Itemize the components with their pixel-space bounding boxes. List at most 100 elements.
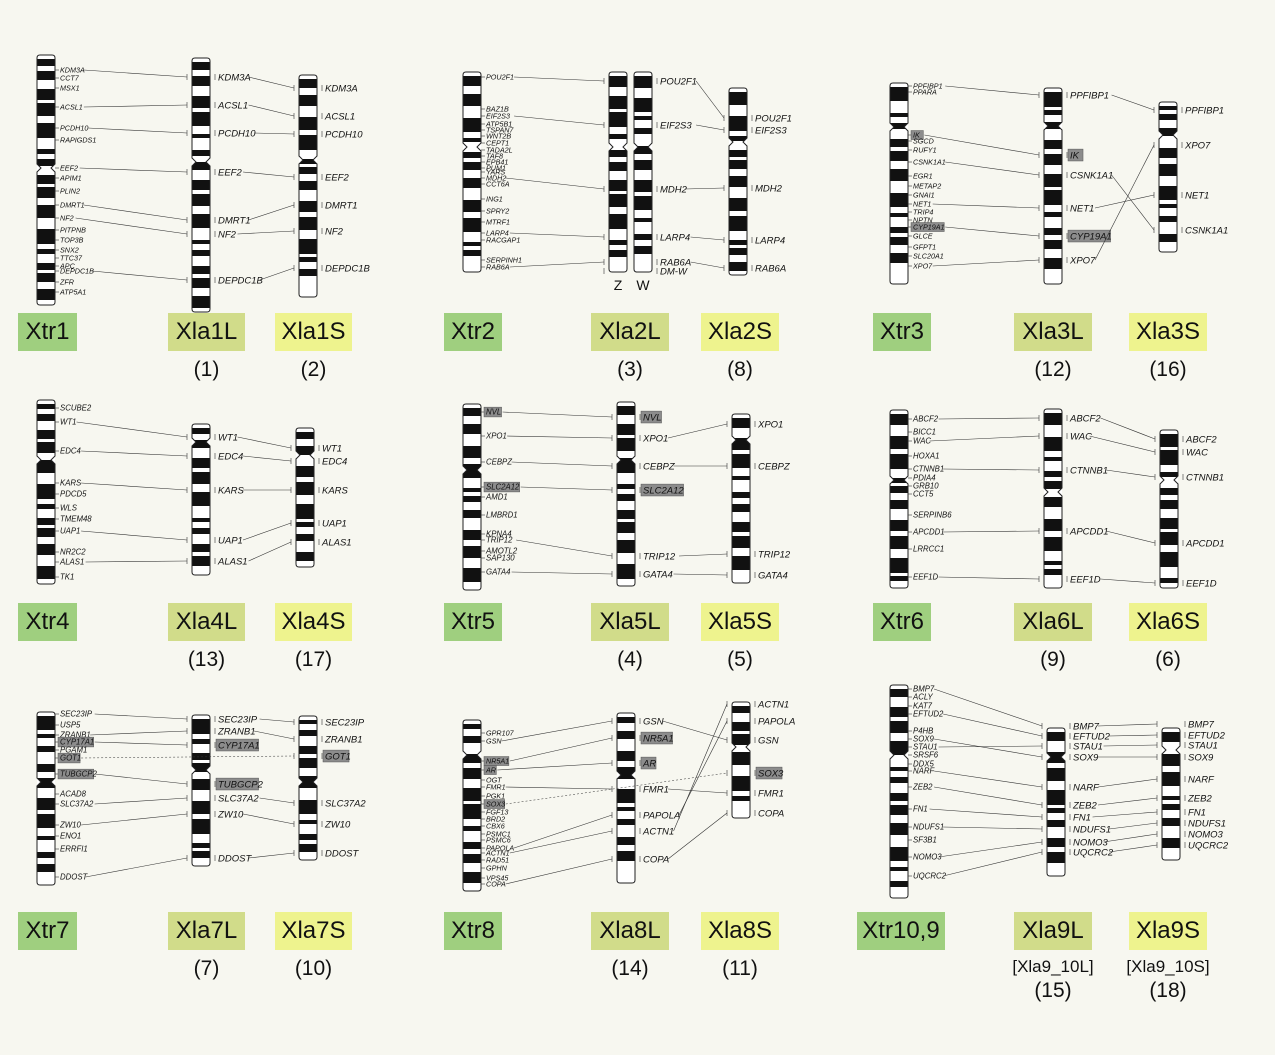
chromosome-number-xla6l: (9) xyxy=(1040,648,1066,671)
alias-label-xla9s: [Xla9_10S] xyxy=(1126,957,1210,976)
chromosome-8 xyxy=(616,712,636,884)
gene-yars-xtr2: YARS xyxy=(486,168,505,177)
gene-eif2s3-xtr2: EIF2S3 xyxy=(486,112,510,121)
gene-cct7-xtr1: CCT7 xyxy=(60,74,80,83)
gene-trip12-xla5s: TRIP12 xyxy=(758,549,791,560)
gene-sgcd-xtr3: SGCD xyxy=(913,137,934,146)
gene-baz1b-xtr2: BAZ1B xyxy=(486,105,509,114)
gene-ctnnb1-xla6s: CTNNB1 xyxy=(1186,472,1224,483)
gene-slc37a2-xla7s: SLC37A2 xyxy=(325,798,366,809)
gene-nf2-xla1l: NF2 xyxy=(218,229,237,240)
gene-ppfibp1-xla3s: PPFIBP1 xyxy=(1185,105,1224,116)
gene-copa-xla8l: COPA xyxy=(643,854,669,865)
gene-xpo1-xla5l: XPO1 xyxy=(642,433,668,444)
chromosome-number-xla5s: (5) xyxy=(727,648,753,671)
gene-psmc6-xtr8: PSMC6 xyxy=(486,836,511,845)
gene-lrrcc1-xtr6: LRRCC1 xyxy=(913,545,944,554)
gene-bicc1-xtr6: BICC1 xyxy=(913,428,936,437)
gene-sf3b1-xtr10-9: SF3B1 xyxy=(913,836,937,845)
gene-wac-xla6l: WAC xyxy=(1070,431,1092,442)
gene-csnk1a1-xla3s: CSNK1A1 xyxy=(1185,225,1228,236)
chromosome-label-xla4l: Xla4L xyxy=(168,603,245,641)
gene-zeb2-xtr10-9: ZEB2 xyxy=(912,783,933,792)
gene-eef2-xla1l: EEF2 xyxy=(218,167,242,178)
gene-ddost-xla7l: DDOST xyxy=(218,853,252,864)
gene-tubgcp2-xla7l: TUBGCP2 xyxy=(218,779,264,790)
gene-acly-xtr10-9: ACLY xyxy=(912,693,933,702)
gene-pdia4-xtr6: PDIA4 xyxy=(913,474,936,483)
gene-ndufs1-xtr10-9: NDUFS1 xyxy=(913,823,944,832)
gene-taf8-xtr2: TAF8 xyxy=(486,152,503,161)
gene-rab6a-xla2l: RAB6A xyxy=(660,257,691,268)
chromosome-label-xla6l: Xla6L xyxy=(1014,603,1092,641)
gene-hoxa1-xtr6: HOXA1 xyxy=(913,452,939,461)
gene-depdc1b-xla1l: DEPDC1B xyxy=(218,275,264,286)
gene-kpna4-xtr5: KPNA4 xyxy=(486,530,512,539)
gene-fn1-xla9s: FN1 xyxy=(1188,807,1206,818)
gene-wt1-xla4l: WT1 xyxy=(218,432,238,443)
gene-edc4-xla4s: EDC4 xyxy=(322,456,347,467)
gene-acsl1-xtr1: ACSL1 xyxy=(59,103,83,112)
gene-alas1-xla4s: ALAS1 xyxy=(321,537,352,548)
gene-wt1-xla4s: WT1 xyxy=(322,443,342,454)
chromosome-number-xla2s: (8) xyxy=(727,358,753,381)
gene-edc4-xtr4: EDC4 xyxy=(60,447,81,456)
chromosome-7 xyxy=(191,714,211,867)
chromosome-number-xla1s: (2) xyxy=(300,358,327,381)
gene-cct6a-xtr2: CCT6A xyxy=(486,180,510,189)
gene-kdm3a-xtr1: KDM3A xyxy=(60,66,85,75)
gene-apim1-xtr1: APIM1 xyxy=(59,174,82,183)
chromosome-number-xla4s: (17) xyxy=(294,648,333,671)
gene-zw10-xla7s: ZW10 xyxy=(324,819,351,830)
gene-narf-xla9l: NARF xyxy=(1073,782,1100,793)
chromosome-4 xyxy=(36,399,56,585)
gene-usp5-xtr7: USP5 xyxy=(60,721,81,730)
gene-uap1-xla4l: UAP1 xyxy=(218,535,243,546)
chromosome-label-xtr3: Xtr3 xyxy=(873,313,931,351)
gene-dmrt1-xtr1: DMRT1 xyxy=(60,201,85,210)
gene-ddx5-xtr10-9: DDX5 xyxy=(913,760,934,769)
gene-cept1-xtr2: CEPT1 xyxy=(486,139,509,148)
chromosome-label-xla1l: Xla1L xyxy=(168,313,245,351)
gene-abcf2-xtr6: ABCF2 xyxy=(912,415,939,424)
gene-cct5-xtr6: CCT5 xyxy=(913,490,934,499)
chromosome-label-xla9s: Xla9S xyxy=(1129,912,1207,950)
gene-kars-xla4l: KARS xyxy=(218,485,245,496)
gene-fn1-xtr10-9: FN1 xyxy=(913,805,928,814)
gene-tspan7-xtr2: TSPAN7 xyxy=(486,126,514,135)
chromosome-number-xla5l: (4) xyxy=(617,648,643,671)
gene-lmbrd1-xtr5: LMBRD1 xyxy=(486,511,518,520)
chromosome-5 xyxy=(462,403,482,591)
gene-cebpz-xtr5: CEBPZ xyxy=(486,458,512,467)
gene-gfpt1-xtr3: GFPT1 xyxy=(913,243,936,252)
chromosome-2 xyxy=(608,71,628,273)
gene-eef1d-xtr6: EEF1D xyxy=(913,573,938,582)
gene-vps45-xtr8: VPS45 xyxy=(486,874,509,883)
gene-kdm3a-xla1s: KDM3A xyxy=(325,83,358,94)
chromosome-5 xyxy=(731,413,751,584)
chromosome-label-xla5s: Xla5S xyxy=(701,603,779,641)
gene-gsn-xtr8: GSN xyxy=(486,737,502,746)
gene-ddost-xtr7: DDOST xyxy=(60,873,89,882)
gene-copa-xtr8: COPA xyxy=(486,880,506,889)
gene-actn1-xla8s: ACTN1 xyxy=(757,699,789,710)
gene-srsf6-xtr10-9: SRSF6 xyxy=(913,751,939,760)
gene-gphn-xtr8: GPHN xyxy=(486,864,508,873)
gene-zeb2-xla9s: ZEB2 xyxy=(1187,793,1212,804)
gene-zw10-xtr7: ZW10 xyxy=(59,821,81,830)
gene-pcdh10-xla1l: PCDH10 xyxy=(218,128,256,139)
gene-ik-xla3l: IK xyxy=(1070,150,1080,161)
gene-xpo1-xla5s: XPO1 xyxy=(757,419,783,430)
gene-amd1-xtr5: AMD1 xyxy=(485,493,508,502)
gene-plin2-xtr1: PLIN2 xyxy=(60,187,80,196)
chromosome-number-xla7s: (10) xyxy=(294,957,333,980)
gene-zranb1-xla7l: ZRANB1 xyxy=(217,726,255,737)
gene-pou2f1-xla2s: POU2F1 xyxy=(755,113,792,124)
gene-nptn-xtr3: NPTN xyxy=(913,216,933,225)
gene-ctnnb1-xtr6: CTNNB1 xyxy=(913,465,944,474)
gene-cbx6-xtr8: CBX6 xyxy=(486,822,505,831)
chromosome-number-xla6s: (6) xyxy=(1155,648,1181,671)
gene-ndufs1-xla9s: NDUFS1 xyxy=(1188,818,1226,829)
gene-psmc1-xtr8: PSMC1 xyxy=(486,830,511,839)
gene-tmem48-xtr4: TMEM48 xyxy=(60,515,92,524)
